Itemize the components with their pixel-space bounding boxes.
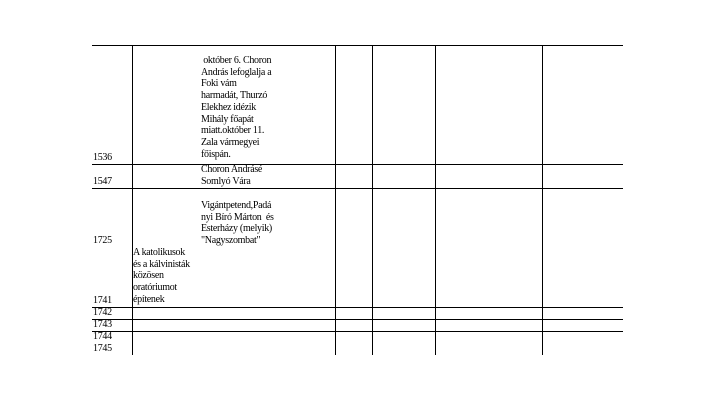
text-line: Vigántpetend,Padá [201,200,272,211]
text-line: és a kálvinisták [133,258,190,270]
year-cell: 1742 [93,307,112,318]
text-line: Zala vármegyei [201,136,260,148]
year-cell: 1547 [93,176,112,187]
column-rule [335,45,336,355]
year-cell: 1744 [93,331,112,342]
event-cell: Vigántpetend,Padá nyi Bíró Márton és Ester… [201,200,274,247]
text-line: építenek [133,293,165,305]
text-line: Choron Andrásé [201,164,263,175]
year-cell: 1745 [93,343,112,354]
table-rule [92,319,623,320]
table-rule [92,164,623,165]
text-line: miatt.október 11. [201,125,265,137]
column-rule [132,45,133,355]
year-cell: 1536 [93,152,112,163]
table-rule [92,307,623,308]
column-rule [372,45,373,355]
text-line: oratóriumot [133,282,177,294]
table-rule [92,45,623,46]
year-cell: 1725 [93,235,112,246]
text-line: harmadát, Thurzó [201,90,268,102]
text-line: Foki vám [201,78,237,90]
text-line: "Nagyszombat" [201,235,261,247]
event-cell: október 6. Choron András lefoglalja a Foki… [201,55,272,160]
event-cell: Choron Andrásé Somlyó Vára [201,164,262,187]
table-rule [92,331,623,332]
text-line: október 6. Choron [201,55,272,66]
year-cell: 1741 [93,295,112,306]
note-cell: A katolikusok és a kálvinisták közösen orat… [133,247,190,306]
text-line: közösen [133,270,164,282]
text-line: Esterházy (melyik) [201,223,272,235]
text-line: András lefoglalja a [201,66,272,78]
column-rule [542,45,543,355]
text-line: Somlyó Vára [201,175,251,187]
text-line: nyi Bíró Márton és [201,211,274,223]
table-rule [92,188,623,189]
column-rule [435,45,436,355]
year-cell: 1743 [93,319,112,330]
text-line: főispán. [201,148,231,160]
text-line: A katolikusok [133,247,185,258]
text-line: Elekhez idézik [201,101,256,113]
text-line: Mihály főapát [201,113,254,125]
